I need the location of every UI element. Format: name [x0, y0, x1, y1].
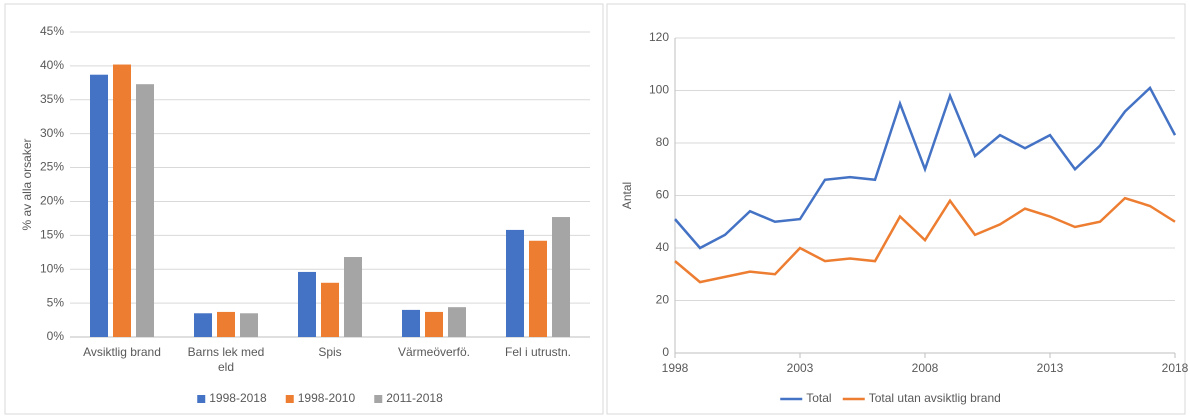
- bar: [344, 257, 362, 337]
- bar: [113, 64, 131, 338]
- y-tick-label: 0: [662, 345, 669, 359]
- x-tick-label: Barns lek med eld: [187, 345, 265, 374]
- bar: [194, 313, 212, 337]
- panel: [606, 3, 1186, 415]
- bar: [321, 282, 339, 337]
- y-tick-label: 35%: [40, 92, 64, 106]
- bar: [240, 313, 258, 337]
- x-tick-label: Fel i utrustn.: [504, 345, 572, 359]
- line: [674, 196, 1176, 284]
- y-tick-label: 10%: [40, 261, 64, 275]
- bar: [552, 217, 570, 337]
- bar: [425, 311, 443, 337]
- y-tick-label: 120: [649, 30, 669, 44]
- legend-label: 1998-2018: [209, 391, 267, 405]
- bar: [217, 311, 235, 337]
- bar: [402, 309, 420, 337]
- x-tick-label: 2008: [912, 361, 939, 375]
- y-tick-label: 15%: [40, 228, 64, 242]
- x-tick-label: 2013: [1037, 361, 1064, 375]
- y-tick-label: 25%: [40, 160, 64, 174]
- y-tick-label: 20: [656, 293, 670, 307]
- bar: [506, 229, 524, 337]
- legend-swatch: [374, 395, 383, 403]
- bar: [136, 84, 154, 337]
- x-tick-label: Värmeöverfö.: [397, 345, 471, 359]
- y-tick-label: 30%: [40, 126, 64, 140]
- legend-label: 2011-2018: [386, 391, 443, 405]
- y-tick-label: 40: [656, 240, 670, 254]
- bar: [448, 307, 466, 337]
- x-tick-label: Avsiktlig brand: [83, 345, 161, 359]
- bar: [298, 271, 316, 337]
- legend-swatch: [285, 395, 294, 403]
- panel: [4, 3, 604, 415]
- legend-label: Total: [806, 391, 831, 405]
- y-axis-label: Antal: [620, 182, 634, 209]
- legend-label: Total utan avsiktlig brand: [869, 391, 1001, 405]
- y-tick-label: 80: [656, 135, 670, 149]
- y-tick-label: 5%: [47, 295, 65, 309]
- bar: [90, 74, 108, 337]
- y-tick-label: 20%: [40, 194, 64, 208]
- x-tick-label: 1998: [662, 361, 689, 375]
- bar: [529, 240, 547, 337]
- legend-swatch: [197, 395, 206, 403]
- legend-label: 1998-2010: [298, 391, 356, 405]
- y-tick-label: 40%: [40, 58, 64, 72]
- x-tick-label: Spis: [318, 345, 342, 359]
- line: [674, 85, 1177, 250]
- y-tick-label: 0%: [47, 329, 65, 343]
- y-tick-label: 45%: [40, 24, 64, 38]
- x-tick-label: 2003: [787, 361, 814, 375]
- y-axis-label: % av alla orsaker: [20, 138, 34, 230]
- y-tick-label: 100: [649, 83, 669, 97]
- y-tick-label: 60: [656, 188, 670, 202]
- x-tick-label: 2018: [1162, 361, 1189, 375]
